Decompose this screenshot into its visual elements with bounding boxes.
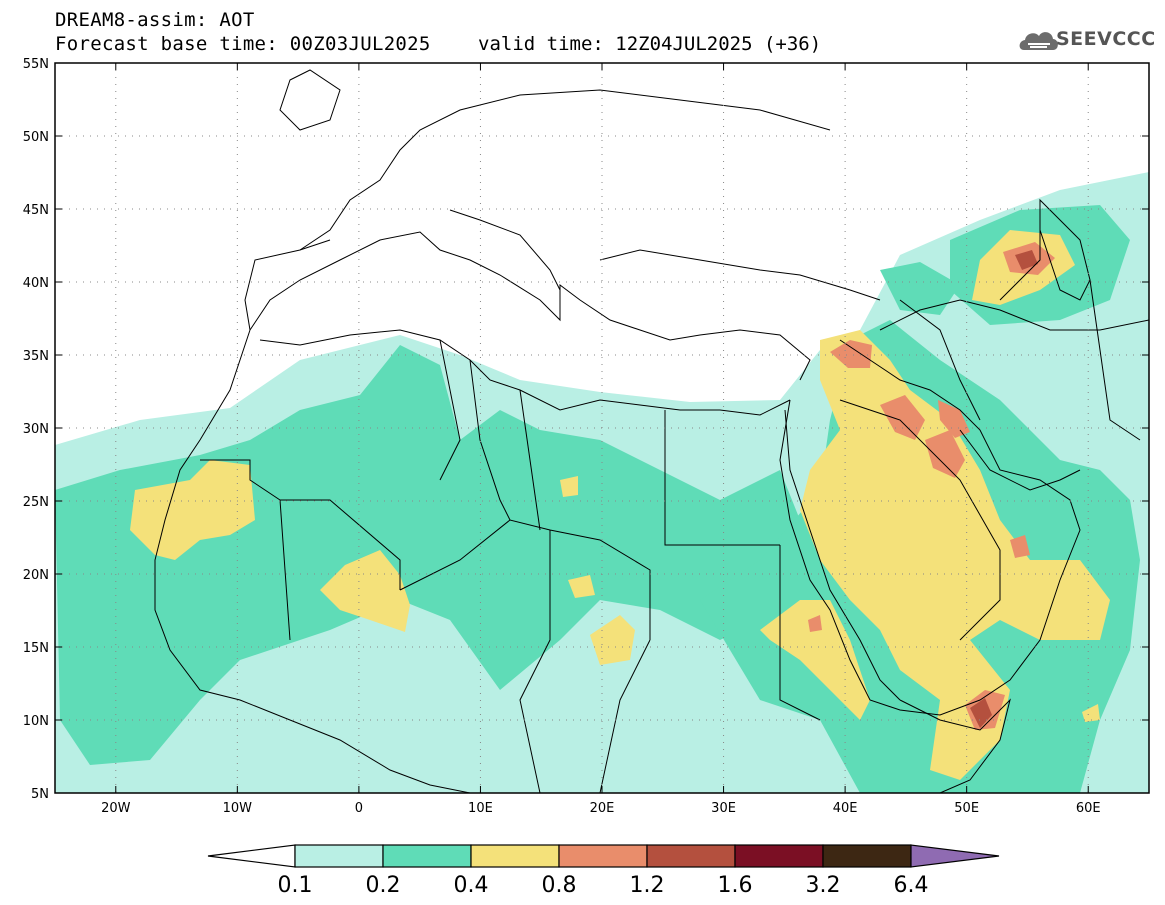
lon-tick-label: 10E: [468, 801, 493, 816]
colorbar-level-label: 0.4: [454, 873, 489, 898]
title-line-1: DREAM8-assim: AOT: [55, 9, 255, 31]
lat-tick-label: 30N: [23, 422, 49, 437]
lat-tick-label: 45N: [23, 203, 49, 218]
lon-tick-label: 20W: [101, 801, 131, 816]
lat-tick-label: 5N: [31, 787, 49, 802]
lon-tick-label: 10W: [223, 801, 253, 816]
colorbar-bin: [558, 844, 648, 868]
cloud-logo-icon: [1019, 32, 1058, 50]
logo-text: SEEVCCC: [1056, 28, 1156, 50]
lat-tick-label: 25N: [23, 495, 49, 510]
lon-tick-label: 50E: [954, 801, 979, 816]
colorbar-level-label: 6.4: [894, 873, 929, 898]
colorbar-level-label: 1.6: [718, 873, 753, 898]
colorbar-level-label: 0.8: [542, 873, 577, 898]
graticule: [55, 63, 1149, 793]
lon-tick-label: 20E: [590, 801, 615, 816]
lat-tick-label: 50N: [23, 130, 49, 145]
colorbar-bin: [382, 844, 472, 868]
lon-tick-label: 40E: [833, 801, 858, 816]
lat-tick-label: 15N: [23, 641, 49, 656]
lon-tick-label: 60E: [1076, 801, 1101, 816]
lon-axis: 20W 10W 0 10E 20E 30E 40E 50E 60E: [101, 63, 1101, 816]
lat-tick-label: 35N: [23, 349, 49, 364]
lon-tick-label: 30E: [711, 801, 736, 816]
lon-tick-label: 0: [355, 801, 363, 816]
colorbar-level-label: 1.2: [630, 873, 665, 898]
colorbar-level-label: 0.2: [366, 873, 401, 898]
lat-tick-label: 10N: [23, 714, 49, 729]
valid-time-label: valid time: 12Z04JUL2025 (+36): [478, 33, 822, 55]
title-line-2: Forecast base time: 00Z03JUL2025: [55, 33, 431, 55]
colorbar-bin: [646, 844, 736, 868]
colorbar: 0.1 0.2 0.4 0.8 1.2 1.6 3.2 6.4: [207, 844, 1000, 898]
lat-axis: 55N 50N 45N 40N 35N 30N 25N 20N 15N 10N 5N: [23, 57, 1149, 802]
colorbar-bin: [470, 844, 560, 868]
colorbar-above-arrow: [910, 844, 1000, 868]
lat-tick-label: 20N: [23, 568, 49, 583]
colorbar-level-label: 0.1: [278, 873, 313, 898]
colorbar-bin: [734, 844, 824, 868]
lat-tick-label: 55N: [23, 57, 49, 72]
colorbar-bin: [294, 844, 384, 868]
coastlines-borders: [154, 69, 1149, 793]
colorbar-level-label: 3.2: [806, 873, 841, 898]
colorbar-below-arrow: [207, 844, 296, 868]
lat-tick-label: 40N: [23, 276, 49, 291]
colorbar-bin: [822, 844, 912, 868]
